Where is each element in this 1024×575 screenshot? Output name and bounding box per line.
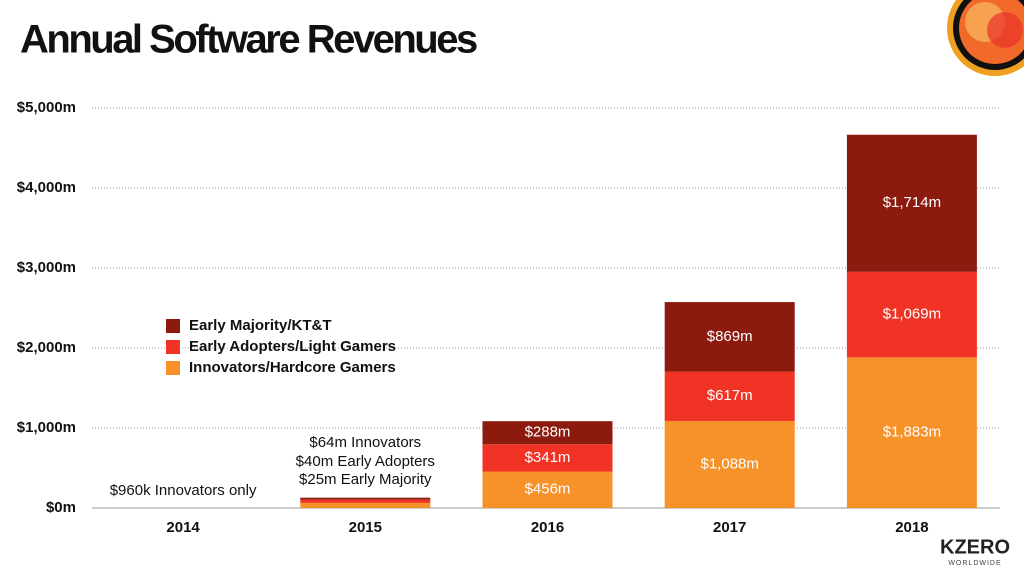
x-tick-label: 2014 [166, 519, 200, 536]
x-tick-label: 2018 [895, 519, 928, 536]
bar-segment [846, 134, 977, 272]
legend-swatch [166, 340, 180, 354]
legend-label: Early Majority/KT&T [189, 317, 332, 334]
legend-swatch [166, 361, 180, 375]
y-tick-label: $1,000m [17, 419, 76, 436]
bar-segment [300, 497, 431, 500]
legend-label: Early Adopters/Light Gamers [189, 338, 396, 355]
annotation: $960k Innovators only [110, 482, 257, 499]
data-label: $1,883m [883, 424, 941, 441]
x-tick-label: 2015 [349, 519, 382, 536]
annotation: $40m Early Adopters [296, 453, 435, 470]
annotation: $64m Innovators [309, 434, 421, 451]
x-tick-label: 2016 [531, 519, 564, 536]
logo-subtext: WORLDWIDE [948, 560, 1001, 567]
y-tick-label: $5,000m [17, 99, 76, 116]
data-label: $617m [707, 387, 753, 404]
bar-segment [846, 357, 977, 508]
chart-title: Annual Software Revenues [20, 18, 477, 62]
y-tick-label: $0m [46, 499, 76, 516]
data-label: $456m [525, 481, 571, 498]
data-label: $288m [525, 424, 571, 441]
bar-segment [482, 421, 613, 445]
bar-segment [482, 471, 613, 508]
bar-segment [300, 502, 431, 508]
data-label: $1,088m [701, 455, 759, 472]
data-label: $1,069m [883, 306, 941, 323]
y-tick-label: $4,000m [17, 179, 76, 196]
y-tick-label: $2,000m [17, 339, 76, 356]
annotation: $25m Early Majority [299, 471, 432, 488]
legend-label: Innovators/Hardcore Gamers [189, 359, 396, 376]
bar-segment [664, 302, 795, 372]
bar-segment [482, 444, 613, 472]
data-label: $1,714m [883, 194, 941, 211]
logo-mark [947, 0, 1024, 76]
data-label: $341m [525, 449, 571, 466]
legend-swatch [166, 319, 180, 333]
x-tick-label: 2017 [713, 519, 746, 536]
bar-segment [846, 271, 977, 358]
y-tick-label: $3,000m [17, 259, 76, 276]
bar-segment [664, 420, 795, 508]
logo-text: KZERO [940, 536, 1010, 558]
bar-segment [300, 499, 431, 503]
data-label: $869m [707, 328, 753, 345]
bar-segment [664, 371, 795, 421]
